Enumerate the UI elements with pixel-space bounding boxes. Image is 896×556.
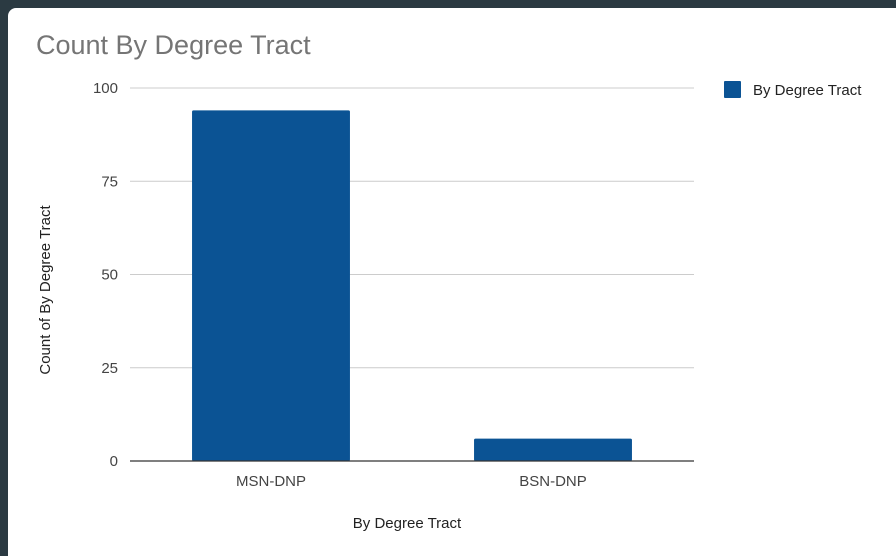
x-axis-title: By Degree Tract [353, 515, 462, 532]
bars [192, 110, 632, 461]
y-tick-label: 0 [110, 453, 118, 470]
y-tick-label: 100 [93, 80, 118, 97]
y-tick-label: 75 [101, 173, 118, 190]
bar-chart: 0 25 50 75 100 MSN-DNP BSN-DNP Count of By De… [37, 80, 862, 532]
legend-label: By Degree Tract [753, 82, 862, 99]
x-tick-label: MSN-DNP [236, 473, 306, 490]
y-axis-title: Count of By Degree Tract [37, 205, 54, 375]
bar-msn-dnp[interactable] [192, 110, 350, 461]
chart-card: Count By Degree Tract 0 25 50 75 100 MSN-DNP… [8, 8, 896, 556]
y-tick-label: 25 [101, 360, 118, 377]
bar-bsn-dnp[interactable] [474, 438, 632, 461]
y-tick-label: 50 [101, 267, 118, 284]
chart-title: Count By Degree Tract [36, 30, 311, 60]
legend-swatch [724, 81, 741, 98]
legend[interactable]: By Degree Tract [724, 81, 862, 99]
x-axis-ticks: MSN-DNP BSN-DNP [236, 473, 587, 490]
y-axis-ticks: 0 25 50 75 100 [93, 80, 118, 470]
x-tick-label: BSN-DNP [519, 473, 587, 490]
